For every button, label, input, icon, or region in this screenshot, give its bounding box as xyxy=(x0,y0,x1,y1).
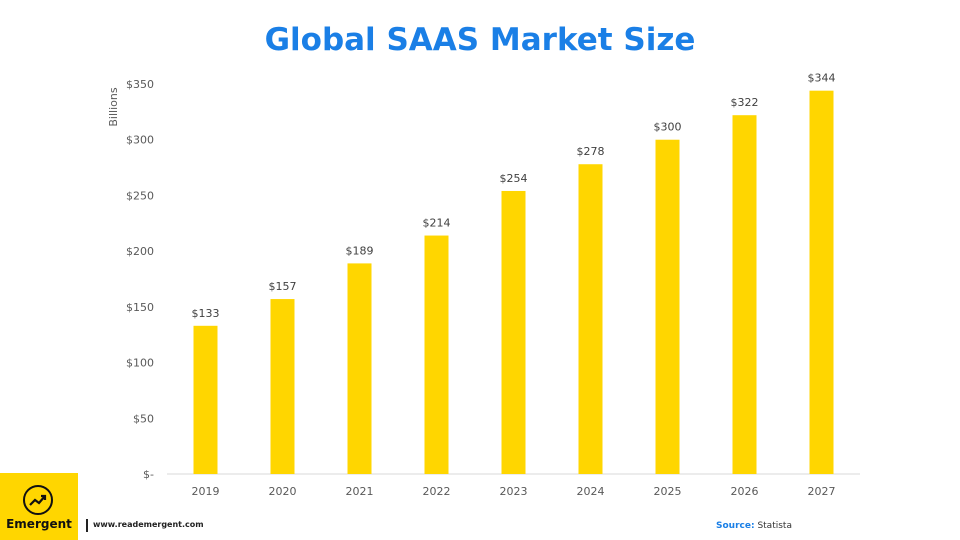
y-tick-label: $50 xyxy=(133,412,154,425)
footer-divider xyxy=(86,519,88,532)
y-tick-label: $- xyxy=(143,468,154,481)
x-tick-label: 2023 xyxy=(500,485,528,498)
y-tick-label: $150 xyxy=(126,301,154,314)
y-tick-label: $350 xyxy=(126,78,154,91)
source-label: Source: xyxy=(716,521,755,531)
y-tick-label: $250 xyxy=(126,189,154,202)
data-label: $344 xyxy=(808,72,836,85)
footer-url: www.reademergent.com xyxy=(93,520,204,529)
emergent-logo: Emergent xyxy=(0,473,78,540)
bar xyxy=(809,90,834,474)
data-label: $189 xyxy=(346,244,374,257)
bar xyxy=(578,164,603,474)
y-axis-label: Billions xyxy=(107,87,120,126)
data-label: $322 xyxy=(731,96,759,109)
bar xyxy=(347,263,372,474)
bar xyxy=(424,235,449,474)
data-label: $214 xyxy=(423,217,451,230)
bar xyxy=(732,115,757,474)
y-tick-label: $300 xyxy=(126,134,154,147)
source-value: Statista xyxy=(757,521,792,531)
x-tick-label: 2021 xyxy=(346,485,374,498)
x-tick-label: 2020 xyxy=(269,485,297,498)
data-label: $157 xyxy=(269,280,297,293)
y-tick-label: $100 xyxy=(126,357,154,370)
x-tick-label: 2026 xyxy=(731,485,759,498)
data-label: $278 xyxy=(577,145,605,158)
data-label: $133 xyxy=(192,307,220,320)
bar xyxy=(501,190,526,474)
x-tick-label: 2019 xyxy=(192,485,220,498)
source-credit: Source: Statista xyxy=(716,521,792,531)
x-tick-label: 2024 xyxy=(577,485,605,498)
data-label: $254 xyxy=(500,172,528,185)
chart-title: Global SAAS Market Size xyxy=(264,22,696,58)
bar xyxy=(270,299,295,474)
bar xyxy=(193,325,218,474)
bar xyxy=(655,139,680,474)
x-tick-label: 2025 xyxy=(654,485,682,498)
y-tick-label: $200 xyxy=(126,245,154,258)
trend-up-arrow-icon xyxy=(23,485,53,515)
logo-text: Emergent xyxy=(6,517,72,531)
data-label: $300 xyxy=(654,121,682,134)
x-tick-label: 2022 xyxy=(423,485,451,498)
x-tick-label: 2027 xyxy=(808,485,836,498)
